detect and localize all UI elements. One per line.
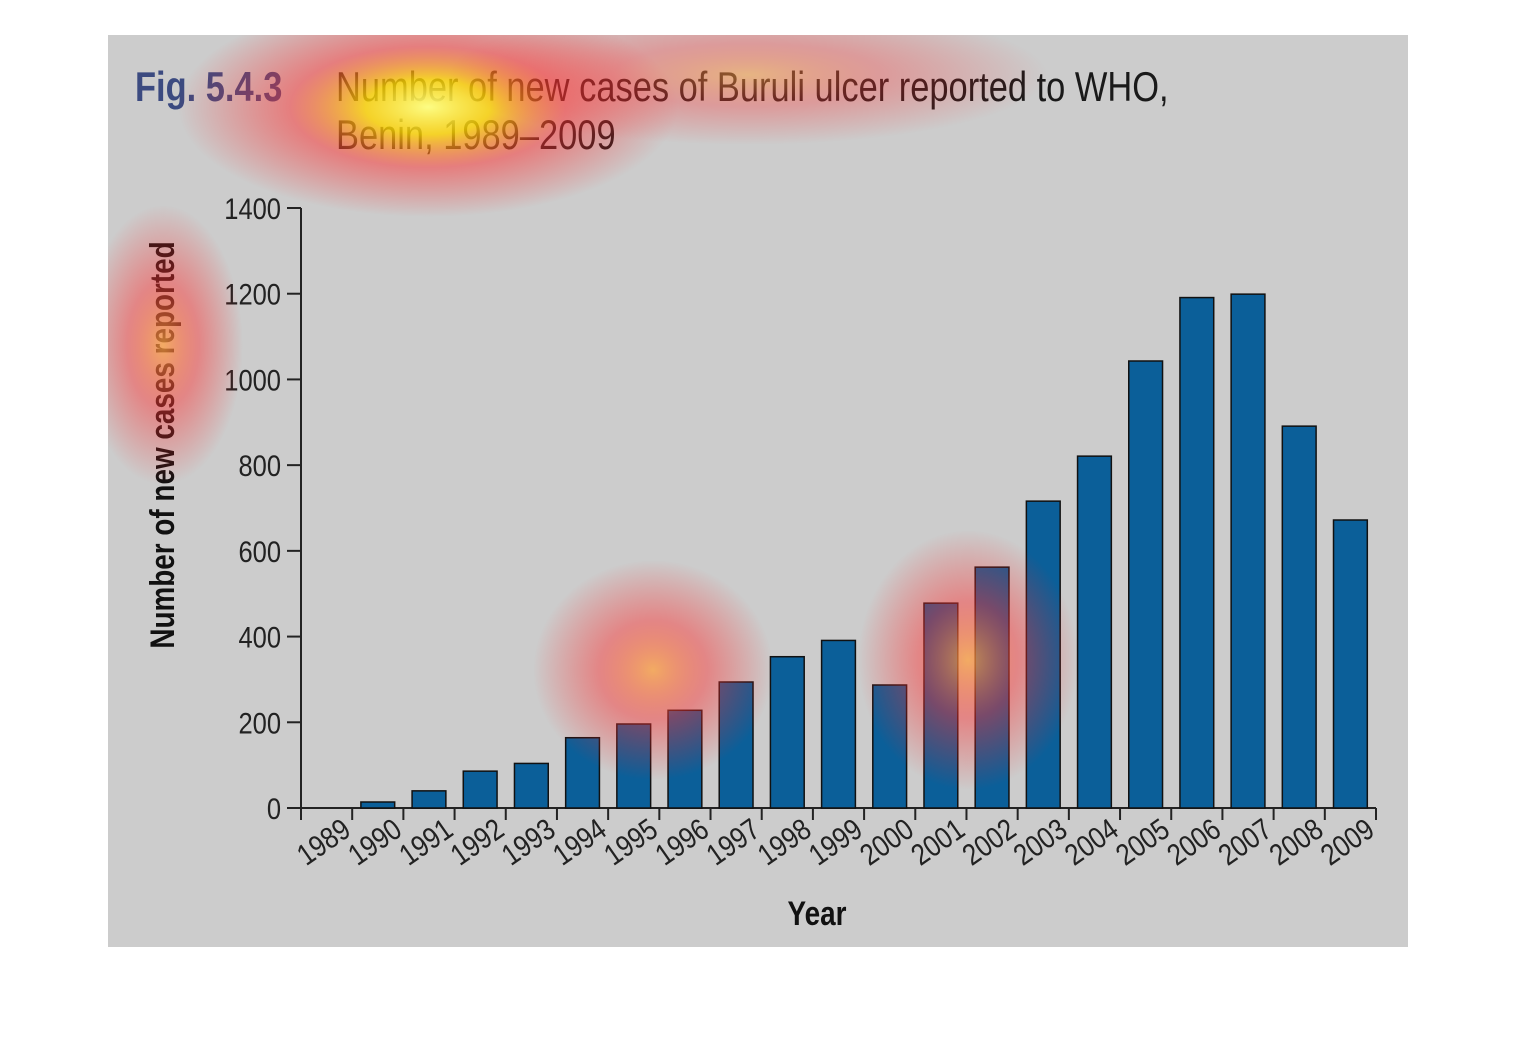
bar-2005 — [1128, 360, 1164, 809]
bar-1995 — [616, 723, 652, 809]
y-tick-label: 1400 — [224, 192, 281, 225]
bar-1990 — [360, 801, 396, 809]
x-axis: 1989199019911992199319941995199619971998… — [291, 807, 1380, 872]
bar-2008 — [1281, 425, 1317, 809]
y-tick-label: 0 — [267, 792, 281, 825]
y-tick-label: 400 — [238, 621, 281, 654]
bar-2003 — [1025, 500, 1061, 809]
bar-2007 — [1230, 293, 1266, 809]
y-tick-label: 1200 — [224, 278, 281, 311]
bar-chart: 0 200 400 600 800 1000 1200 1400 19891990199119… — [143, 192, 1380, 933]
x-axis-title: Year — [788, 894, 847, 932]
bars — [360, 293, 1369, 809]
y-axis: 0 200 400 600 800 1000 1200 1400 — [224, 192, 302, 825]
bar-1992 — [462, 770, 498, 809]
bar-2006 — [1179, 296, 1215, 809]
bar-2000 — [872, 684, 908, 809]
bar-1996 — [667, 709, 703, 809]
bar-1991 — [411, 790, 447, 809]
y-tick-label: 600 — [238, 535, 281, 568]
x-tick-label: 2009 — [1314, 812, 1380, 872]
bar-2002 — [974, 566, 1010, 809]
bar-1993 — [513, 762, 550, 809]
bar-2009 — [1332, 519, 1369, 809]
bar-1997 — [718, 681, 754, 809]
bar-2004 — [1076, 455, 1113, 809]
bar-1994 — [564, 736, 601, 809]
bar-1998 — [769, 655, 805, 809]
y-tick-label: 800 — [238, 449, 281, 482]
bar-1999 — [820, 639, 857, 809]
y-axis-title: Number of new cases reported — [143, 241, 181, 648]
bar-2001 — [923, 602, 959, 809]
figure-panel: Fig. 5.4.3 Number of new cases of Buruli… — [108, 35, 1408, 947]
y-tick-label: 1000 — [224, 363, 281, 396]
y-tick-label: 200 — [238, 706, 281, 739]
